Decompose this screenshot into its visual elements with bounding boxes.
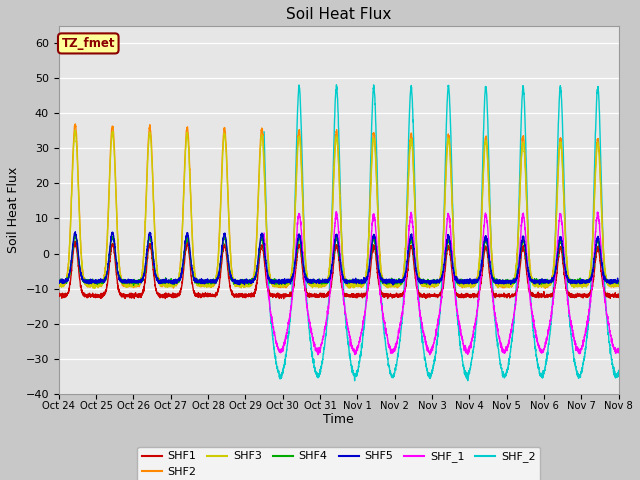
Title: Soil Heat Flux: Soil Heat Flux [286,7,392,22]
X-axis label: Time: Time [323,413,354,426]
Legend: SHF1, SHF2, SHF3, SHF4, SHF5, SHF_1, SHF_2: SHF1, SHF2, SHF3, SHF4, SHF5, SHF_1, SHF… [138,447,540,480]
Text: TZ_fmet: TZ_fmet [61,37,115,50]
Y-axis label: Soil Heat Flux: Soil Heat Flux [7,167,20,253]
